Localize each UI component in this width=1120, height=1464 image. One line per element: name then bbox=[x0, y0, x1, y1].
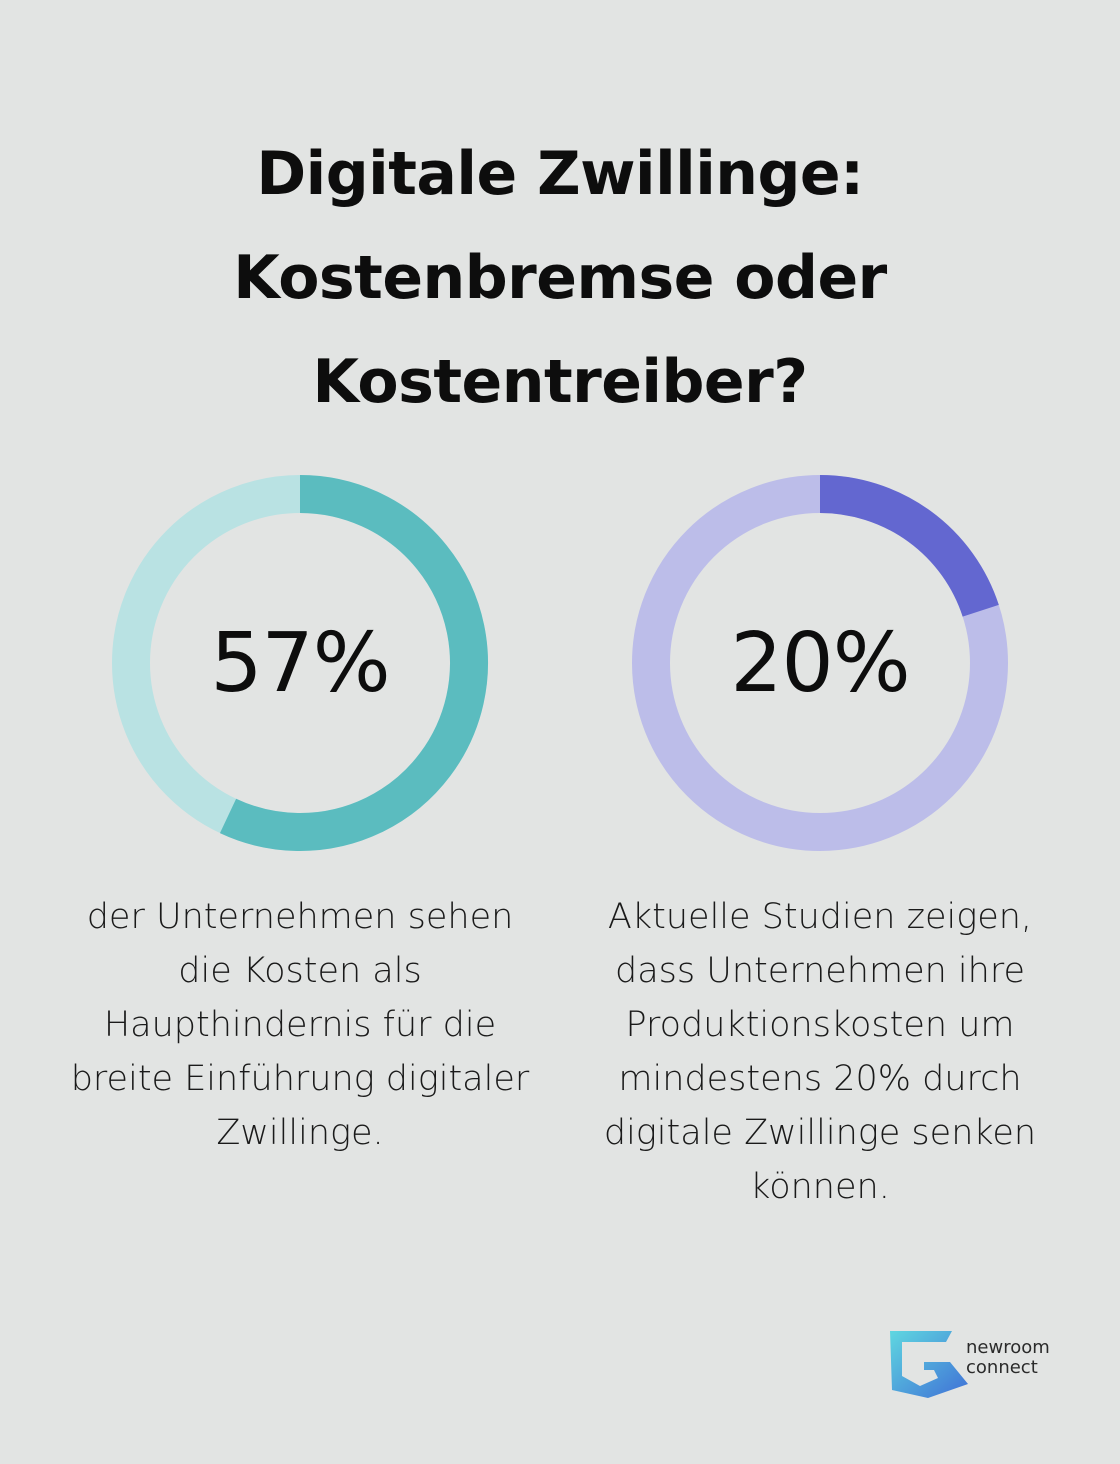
caption-left-line-3: Haupthindernis für die bbox=[103, 1005, 497, 1045]
donut-arc-left bbox=[219, 475, 488, 851]
title-line-3: Kostentreiber? bbox=[312, 347, 808, 417]
logo-line-2: connect bbox=[966, 1357, 1038, 1378]
page-title: Digitale Zwillinge: Kostenbremse oder Ko… bbox=[60, 122, 1060, 434]
donut-value-right: 20% bbox=[730, 615, 910, 711]
caption-right-line-5: digitale Zwillinge senken bbox=[603, 1113, 1037, 1153]
donut-svg-left bbox=[112, 475, 488, 851]
caption-left-line-5: Zwillinge. bbox=[216, 1113, 384, 1153]
caption-right-line-2: dass Unternehmen ihre bbox=[615, 951, 1025, 991]
caption-right-line-1: Aktuelle Studien zeigen, bbox=[607, 897, 1033, 937]
logo-line-1: newroom bbox=[966, 1337, 1050, 1358]
donut-svg-right bbox=[632, 475, 1008, 851]
caption-left: der Unternehmen sehen die Kosten als Hau… bbox=[60, 890, 540, 1160]
caption-right-line-6: können. bbox=[750, 1167, 890, 1207]
logo-mark-icon bbox=[890, 1331, 968, 1398]
newroom-connect-logo: newroom connect bbox=[888, 1328, 1068, 1400]
logo-wordmark: newroom connect bbox=[966, 1338, 1050, 1378]
donut-chart-left: 57% bbox=[110, 473, 490, 853]
caption-left-line-1: der Unternehmen sehen bbox=[86, 897, 514, 937]
title-line-1: Digitale Zwillinge: bbox=[256, 139, 864, 209]
caption-right: Aktuelle Studien zeigen, dass Unternehme… bbox=[580, 890, 1060, 1214]
donut-value-left: 57% bbox=[210, 615, 390, 711]
title-line-2: Kostenbremse oder bbox=[233, 243, 887, 313]
donut-chart-right: 20% bbox=[630, 473, 1010, 853]
caption-left-line-2: die Kosten als bbox=[178, 951, 422, 991]
caption-right-line-4: mindestens 20% durch bbox=[618, 1059, 1022, 1099]
caption-right-line-3: Produktionskosten um bbox=[625, 1005, 1015, 1045]
caption-left-line-4: breite Einführung digitaler bbox=[70, 1059, 530, 1099]
donut-arc-right bbox=[819, 475, 999, 618]
